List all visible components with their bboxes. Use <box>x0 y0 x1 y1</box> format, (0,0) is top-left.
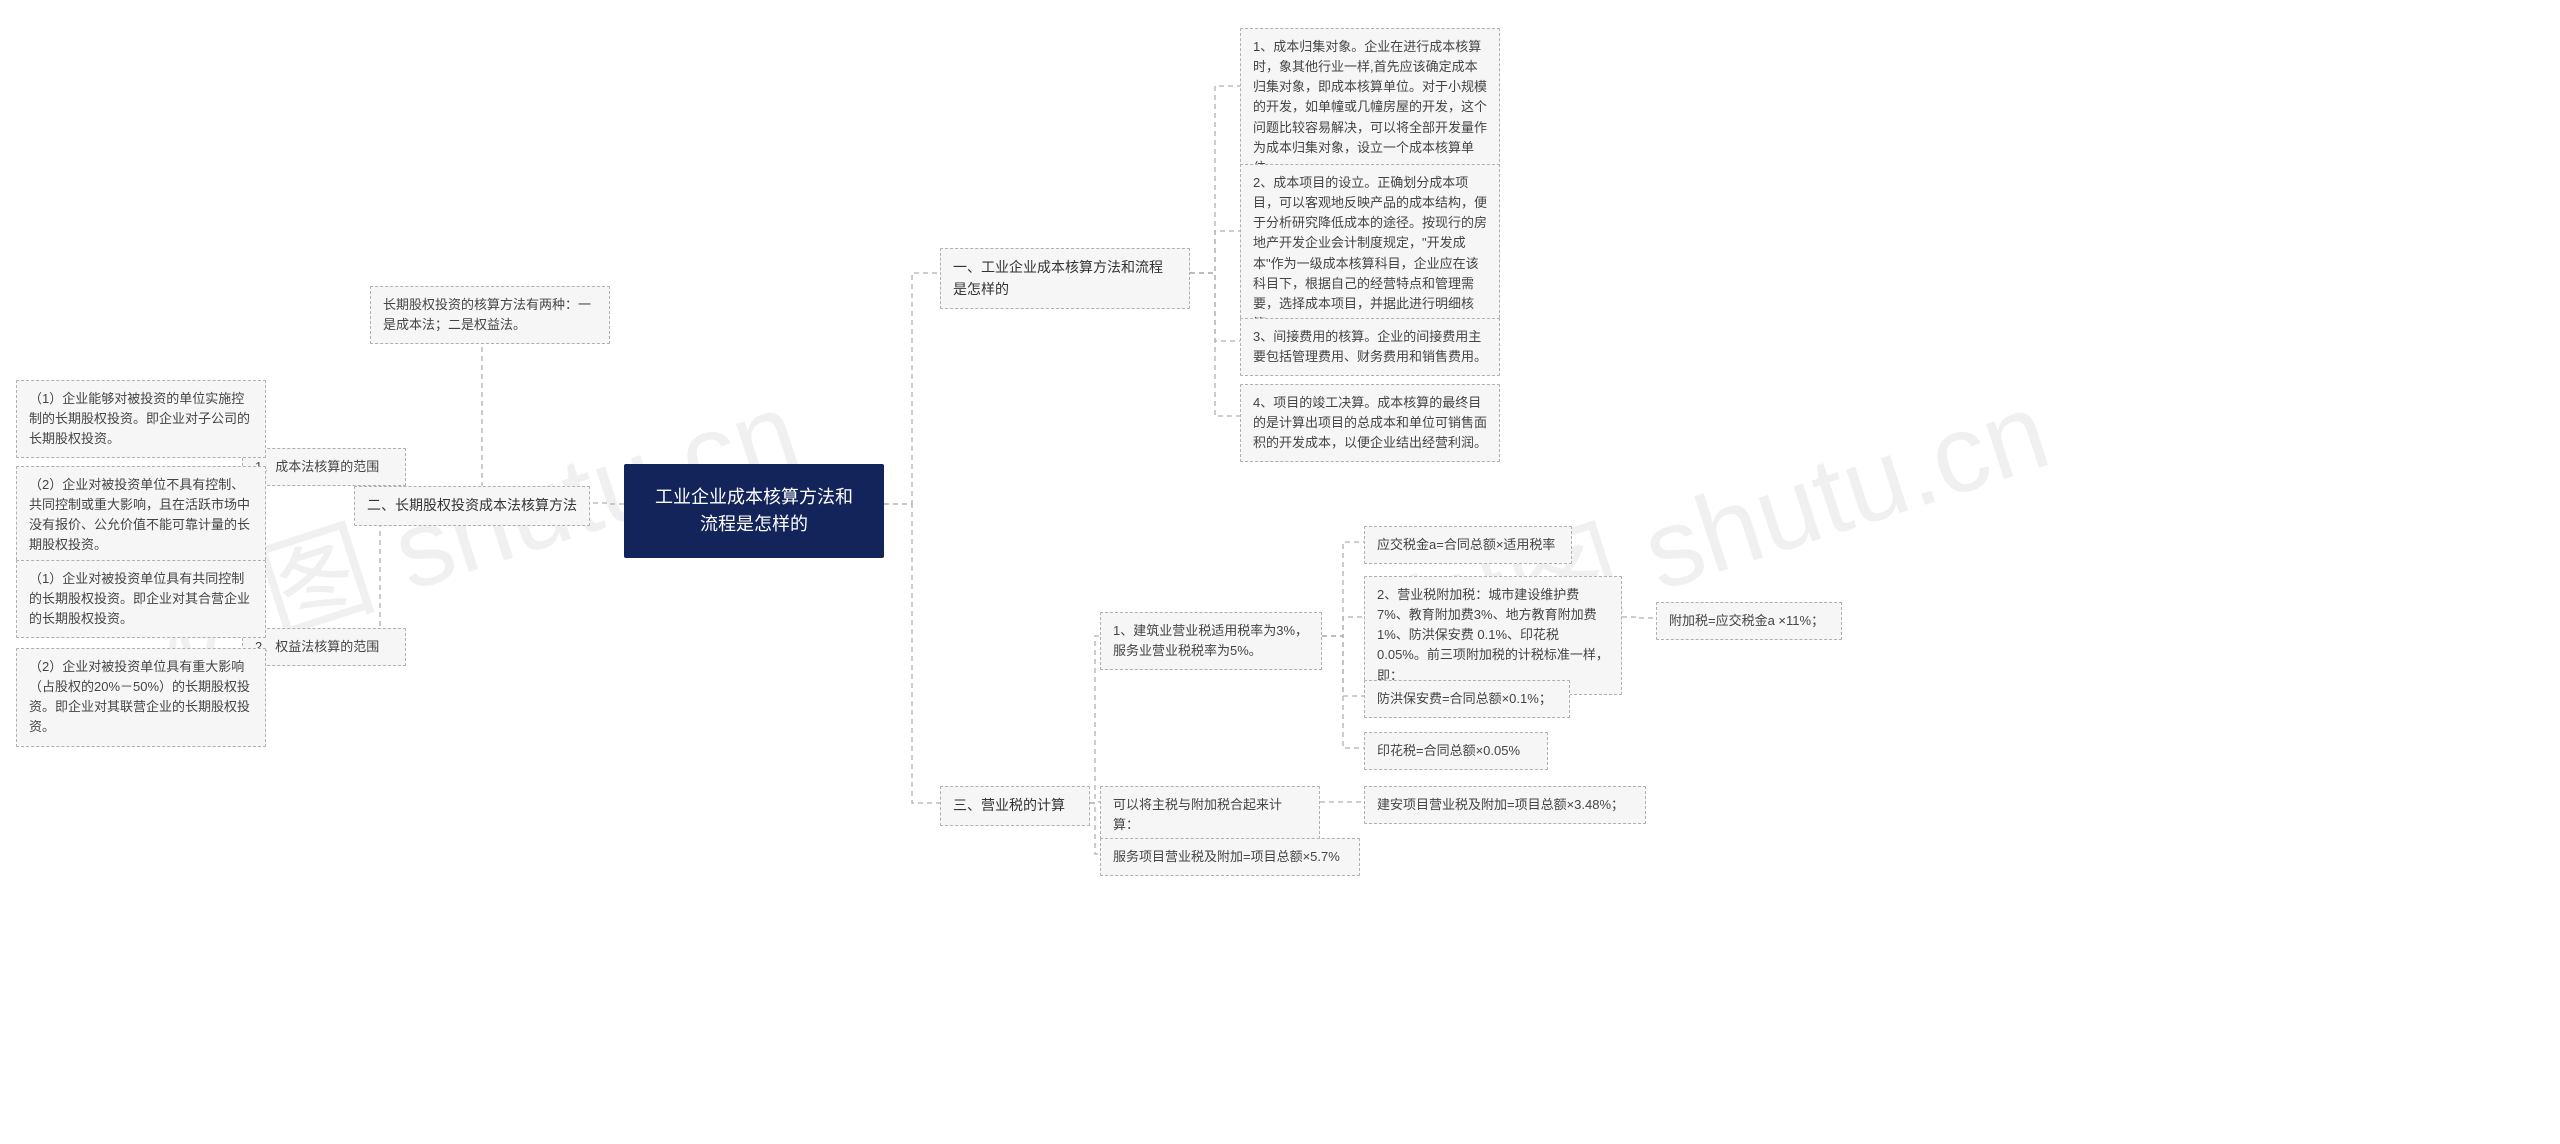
node-2-2a[interactable]: （1）企业对被投资单位具有共同控制的长期股权投资。即企业对其合营企业的长期股权投… <box>16 560 266 638</box>
node-3-1d[interactable]: 印花税=合同总额×0.05% <box>1364 732 1548 770</box>
node-3-1c[interactable]: 防洪保安费=合同总额×0.1%； <box>1364 680 1570 718</box>
node-3-2[interactable]: 可以将主税与附加税合起来计算： <box>1100 786 1320 844</box>
node-1-2[interactable]: 2、成本项目的设立。正确划分成本项目，可以客观地反映产品的成本结构，便于分析研究… <box>1240 164 1500 343</box>
branch-3[interactable]: 三、营业税的计算 <box>940 786 1090 826</box>
node-3-3[interactable]: 服务项目营业税及附加=项目总额×5.7% <box>1100 838 1360 876</box>
node-3-1b[interactable]: 2、营业税附加税：城市建设维护费 7%、教育附加费3%、地方教育附加费1%、防洪… <box>1364 576 1622 695</box>
node-2-0[interactable]: 长期股权投资的核算方法有两种：一是成本法；二是权益法。 <box>370 286 610 344</box>
node-3-1a[interactable]: 应交税金a=合同总额×适用税率 <box>1364 526 1572 564</box>
branch-2[interactable]: 二、长期股权投资成本法核算方法 <box>354 486 590 526</box>
node-1-4[interactable]: 4、项目的竣工决算。成本核算的最终目的是计算出项目的总成本和单位可销售面积的开发… <box>1240 384 1500 462</box>
node-3-1b1[interactable]: 附加税=应交税金a ×11%； <box>1656 602 1842 640</box>
branch-1[interactable]: 一、工业企业成本核算方法和流程 是怎样的 <box>940 248 1190 309</box>
node-3-2a[interactable]: 建安项目营业税及附加=项目总额×3.48%； <box>1364 786 1646 824</box>
node-2-1b[interactable]: （2）企业对被投资单位不具有控制、共同控制或重大影响，且在活跃市场中没有报价、公… <box>16 466 266 565</box>
node-3-1[interactable]: 1、建筑业营业税适用税率为3%，服务业营业税税率为5%。 <box>1100 612 1322 670</box>
node-2-2[interactable]: 2、权益法核算的范围 <box>242 628 406 666</box>
root-node[interactable]: 工业企业成本核算方法和 流程是怎样的 <box>624 464 884 558</box>
node-1-3[interactable]: 3、间接费用的核算。企业的间接费用主要包括管理费用、财务费用和销售费用。 <box>1240 318 1500 376</box>
node-2-1a[interactable]: （1）企业能够对被投资的单位实施控制的长期股权投资。即企业对子公司的长期股权投资… <box>16 380 266 458</box>
node-2-2b[interactable]: （2）企业对被投资单位具有重大影响（占股权的20%－50%）的长期股权投资。即企… <box>16 648 266 747</box>
node-2-1[interactable]: 1、成本法核算的范围 <box>242 448 406 486</box>
